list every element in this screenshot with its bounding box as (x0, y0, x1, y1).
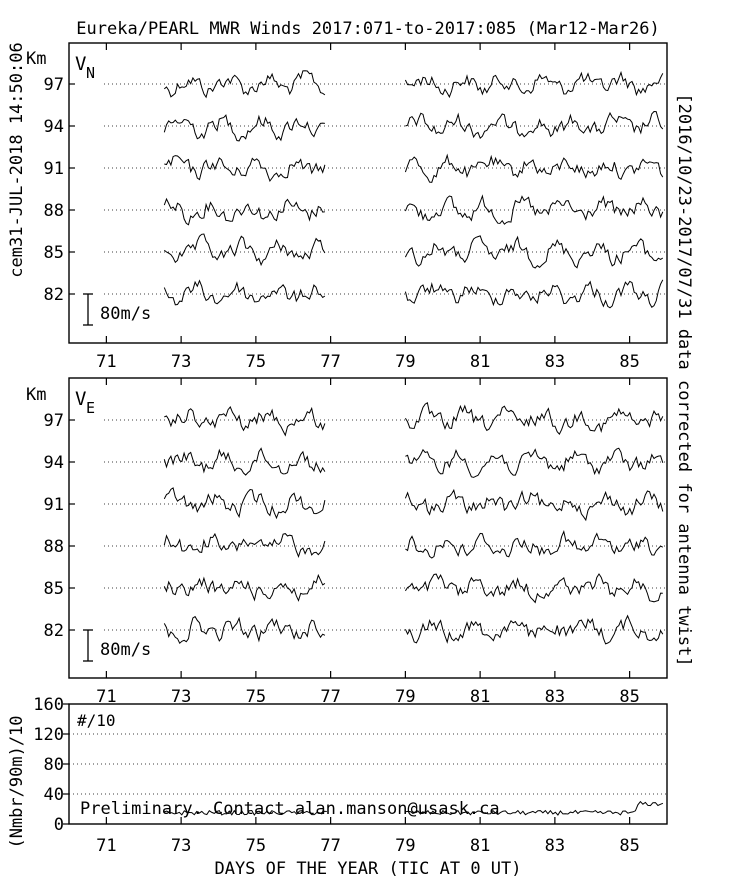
vn-trace-85-seg1 (404, 235, 664, 269)
count-trace-seg1 (405, 800, 664, 816)
vn-label-sub: N (86, 64, 95, 82)
count-xtick-label-81: 81 (470, 836, 490, 856)
ve-xtick-label-81: 81 (470, 687, 490, 707)
ve-trace-85-seg0 (163, 573, 326, 602)
ve-trace-97-seg1 (404, 402, 664, 435)
figure-title: Eureka/PEARL MWR Winds 2017:071-to-2017:… (76, 19, 659, 39)
vn-trace-82-seg0 (163, 279, 326, 306)
ve-scale-label: 80m/s (100, 640, 151, 660)
ve-xtick-label-71: 71 (96, 687, 116, 707)
vn-trace-94-seg1 (405, 110, 664, 139)
ve-trace-82-seg1 (404, 614, 664, 645)
ve-height-label-85: 85 (44, 579, 64, 599)
ve-height-label-94: 94 (44, 453, 64, 473)
vn-trace-91-seg1 (404, 153, 664, 183)
ve-trace-91-seg1 (404, 488, 664, 522)
ve-xtick-label-79: 79 (395, 687, 415, 707)
vn-trace-88-seg0 (163, 197, 325, 226)
ve-height-label-82: 82 (44, 621, 64, 641)
vn-height-label-88: 88 (44, 201, 64, 221)
ve-xtick-label-77: 77 (320, 687, 340, 707)
ve-trace-88-seg0 (163, 532, 326, 558)
vn-xtick-label-83: 83 (545, 352, 565, 372)
xaxis-label: DAYS OF THE YEAR (TIC AT 0 UT) (214, 859, 521, 877)
vn-height-label-91: 91 (44, 159, 64, 179)
ve-scale-bar: 80m/s (83, 629, 151, 662)
count-series-label: #/10 (77, 711, 116, 730)
ve-xtick-label-75: 75 (246, 687, 266, 707)
count-ytick-label-80: 80 (44, 755, 64, 775)
right-note: [2016/10/23-2017/07/31 data corrected fo… (674, 93, 694, 666)
vn-xtick-label-71: 71 (96, 352, 116, 372)
count-ytick-label-120: 120 (33, 725, 64, 745)
count-xtick-label-79: 79 (395, 836, 415, 856)
vn-xtick-label-79: 79 (395, 352, 415, 372)
ve-trace-88-seg1 (405, 529, 664, 559)
vn-height-label-82: 82 (44, 285, 64, 305)
vn-xtick-label-73: 73 (171, 352, 191, 372)
vn-trace-97-seg1 (404, 70, 664, 99)
left-stamp: cem31-JUL-2018 14:50:06 (7, 42, 27, 277)
ve-xtick-label-85: 85 (619, 687, 639, 707)
count-xtick-label-75: 75 (246, 836, 266, 856)
count-xtick-label-77: 77 (320, 836, 340, 856)
ve-height-label-91: 91 (44, 495, 64, 515)
ve-label-sub: E (86, 399, 95, 417)
vn-panel-frame (68, 42, 668, 344)
count-xtick-label-73: 73 (171, 836, 191, 856)
footer-note: Preliminary. Contact alan.manson@usask.c… (80, 799, 500, 819)
ve-trace-91-seg0 (163, 487, 326, 520)
vn-trace-85-seg0 (163, 233, 326, 267)
vn-trace-88-seg1 (404, 194, 664, 225)
vn-trace-97-seg0 (163, 70, 326, 99)
ve-trace-97-seg0 (164, 406, 326, 437)
vn-ylabel: Km (26, 49, 46, 69)
ve-panel-frame (68, 377, 668, 679)
vn-trace-91-seg0 (164, 155, 326, 183)
vn-xtick-label-75: 75 (246, 352, 266, 372)
vn-height-label-94: 94 (44, 117, 64, 137)
count-xtick-label-83: 83 (545, 836, 565, 856)
ve-trace-82-seg0 (163, 615, 326, 645)
ve-xtick-label-73: 73 (171, 687, 191, 707)
vn-label-main: V (75, 53, 86, 75)
vn-xtick-label-77: 77 (320, 352, 340, 372)
vn-trace-82-seg1 (404, 279, 664, 309)
count-xtick-label-71: 71 (96, 836, 116, 856)
count-ytick-label-0: 0 (54, 815, 64, 835)
vn-xtick-label-85: 85 (619, 352, 639, 372)
vn-trace-94-seg0 (163, 114, 325, 142)
count-ytick-label-40: 40 (44, 785, 64, 805)
ve-height-label-97: 97 (44, 411, 64, 431)
vn-height-label-85: 85 (44, 243, 64, 263)
count-xtick-label-85: 85 (619, 836, 639, 856)
ve-height-label-88: 88 (44, 537, 64, 557)
vn-xtick-label-81: 81 (470, 352, 490, 372)
vn-height-label-97: 97 (44, 75, 64, 95)
ve-trace-94-seg0 (163, 447, 326, 476)
ve-ylabel: Km (26, 385, 46, 405)
ve-trace-85-seg1 (404, 573, 663, 604)
ve-label-main: V (75, 388, 86, 410)
vn-scale-label: 80m/s (100, 304, 151, 324)
count-trace-seg0 (164, 809, 327, 816)
ve-xtick-label-83: 83 (545, 687, 565, 707)
count-ytick-label-160: 160 (33, 695, 64, 715)
count-ylabel: (Nmbr/90m)/10 (7, 715, 27, 848)
vn-scale-bar: 80m/s (83, 293, 151, 326)
chart-marks: 71 73 75 77 79 81 83 85 97 94 91 88 85 82 71 73 75 77 79 81… (33, 43, 667, 856)
ve-trace-94-seg1 (405, 447, 664, 478)
